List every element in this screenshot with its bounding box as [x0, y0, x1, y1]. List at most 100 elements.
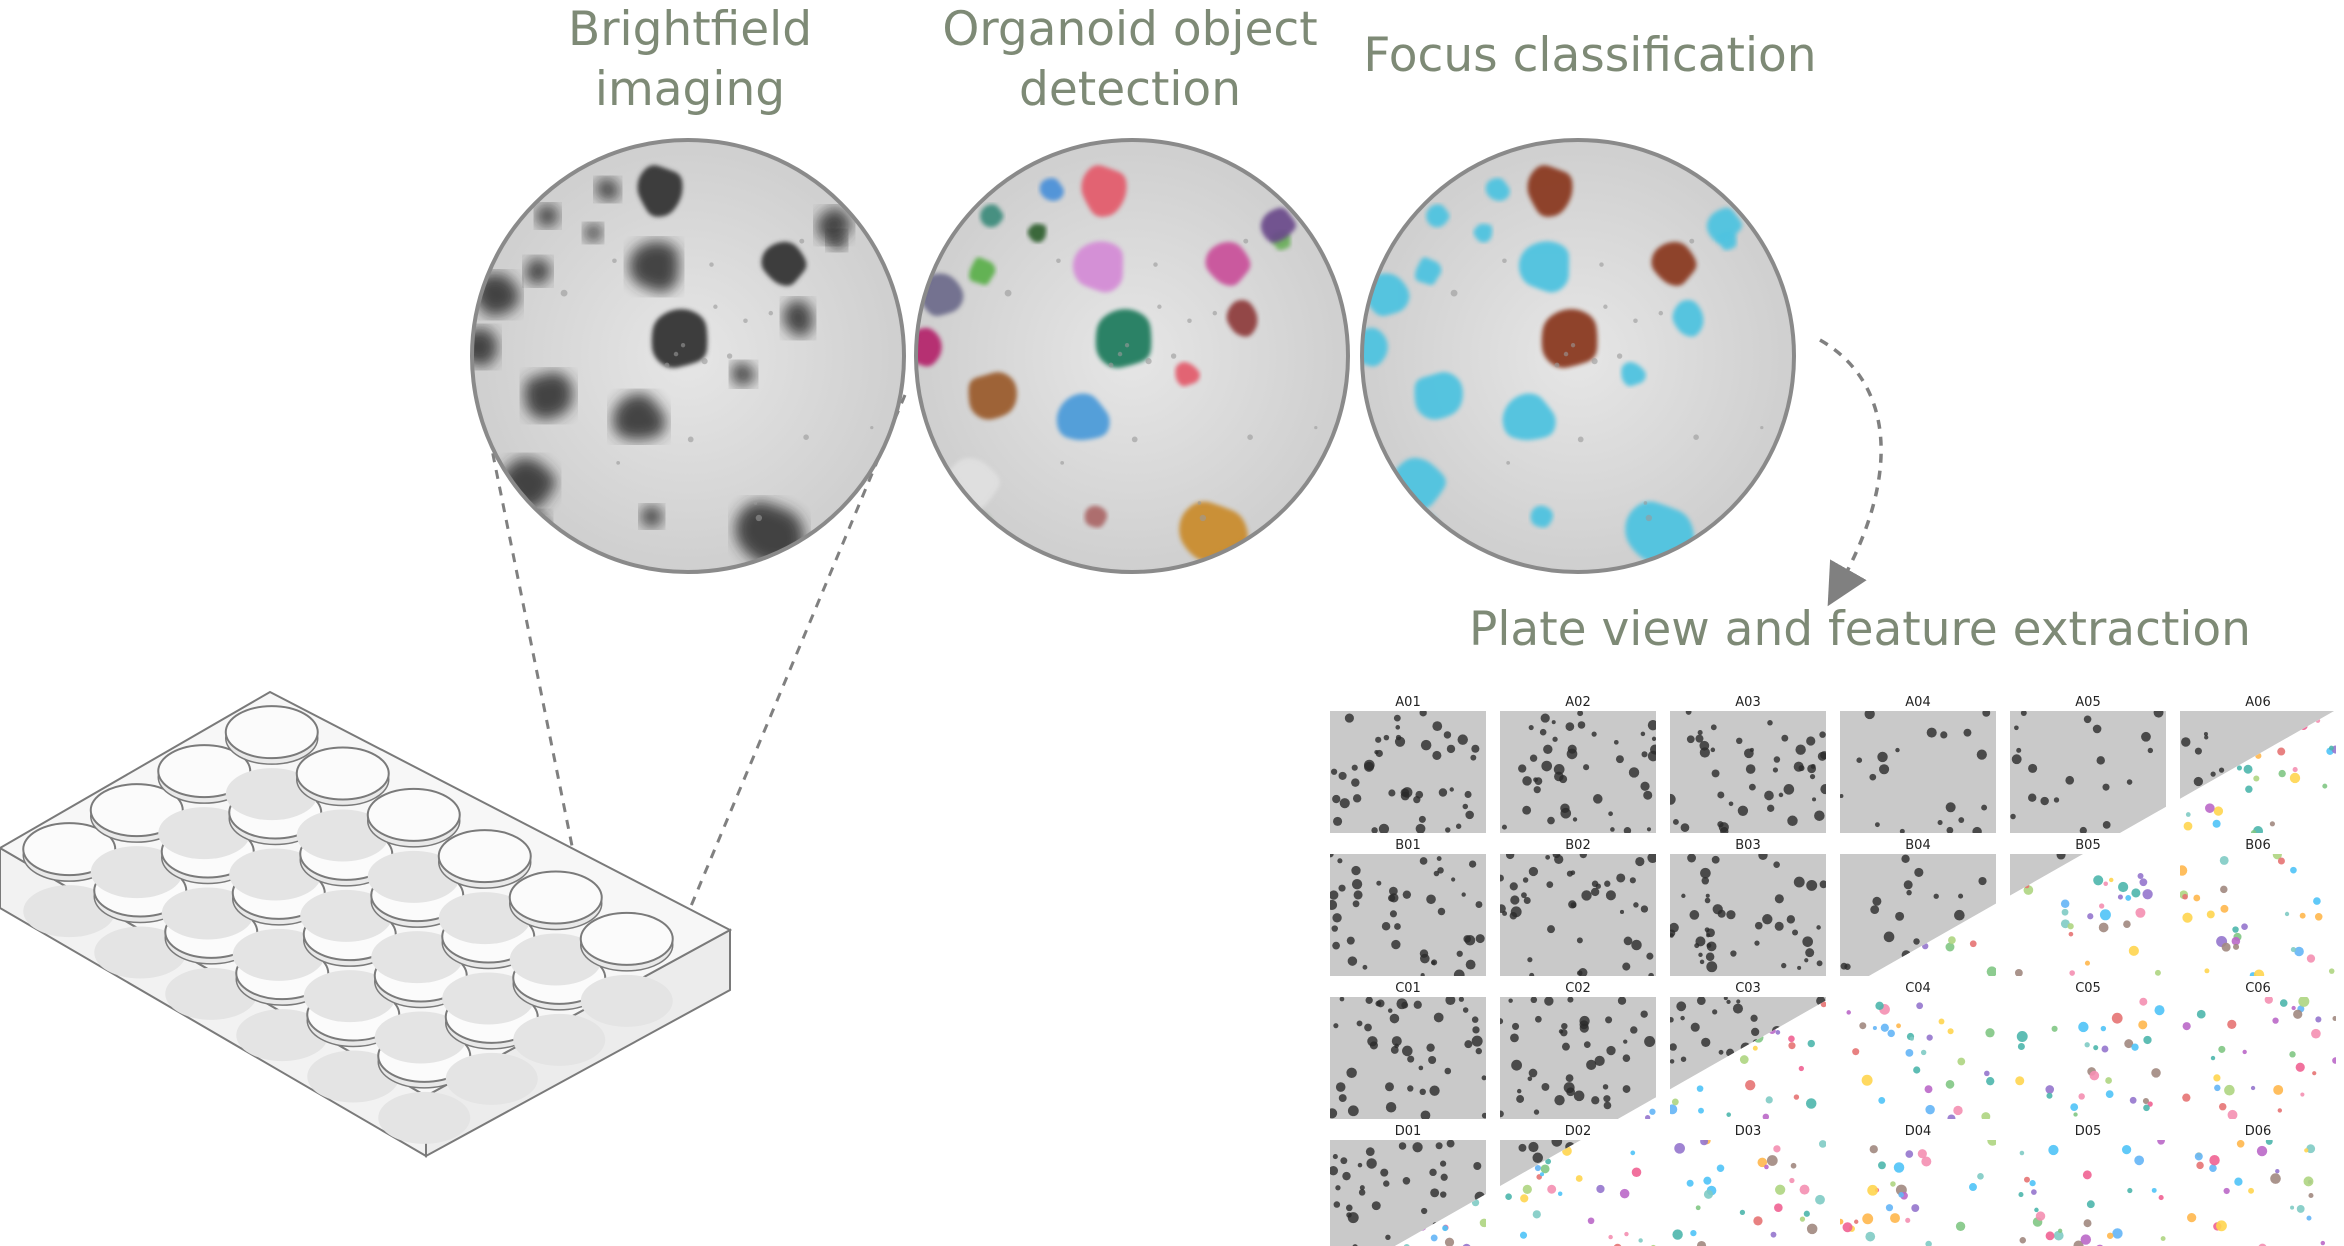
organoid-blob	[1260, 207, 1296, 243]
raw-organoid	[1359, 1185, 1365, 1191]
debris-speck	[1157, 304, 1162, 309]
well-tile-D05	[2010, 1140, 2166, 1246]
raw-organoid	[1680, 1015, 1685, 1021]
raw-organoid	[1783, 784, 1795, 795]
well-label-D03: D03	[1735, 1124, 1762, 1139]
segmented-organoid	[1534, 1164, 1542, 1172]
segmented-organoid	[2087, 913, 2094, 920]
debris-speck	[1117, 351, 1123, 357]
raw-organoid	[1333, 816, 1343, 826]
segmented-organoid	[2315, 1016, 2322, 1023]
raw-organoid	[1717, 791, 1725, 799]
segmented-organoid	[2219, 856, 2229, 865]
raw-organoid	[1573, 1090, 1585, 1102]
segmented-organoid	[2160, 1236, 2166, 1242]
organoid-blob	[1072, 241, 1123, 293]
raw-organoid	[1375, 749, 1383, 758]
well-label-C03: C03	[1735, 981, 1761, 996]
segmented-organoid	[2233, 943, 2240, 950]
organoid-blob	[1485, 178, 1510, 201]
zoom-line-left	[484, 419, 592, 936]
raw-organoid	[1643, 790, 1653, 800]
debris-speck	[1212, 310, 1218, 316]
raw-organoid	[1630, 1026, 1638, 1034]
segmented-organoid	[1545, 1158, 1552, 1165]
raw-organoid	[1640, 731, 1646, 737]
debris-speck	[1124, 342, 1130, 348]
raw-organoid	[1435, 1142, 1443, 1150]
raw-organoid	[1401, 1001, 1409, 1009]
raw-organoid	[1458, 997, 1464, 1002]
organoid-blob	[640, 505, 664, 528]
raw-organoid	[1415, 790, 1424, 799]
raw-organoid	[1856, 757, 1863, 764]
segmented-organoid	[2015, 1076, 2025, 1086]
well-shadow	[165, 967, 258, 1020]
raw-organoid	[1472, 1026, 1480, 1034]
segmented-bg	[2180, 1140, 2336, 1246]
raw-organoid	[1736, 999, 1741, 1004]
raw-organoid	[1395, 725, 1401, 730]
raw-organoid	[1804, 958, 1809, 963]
well-tile-A01	[1330, 711, 1486, 833]
segmented-organoid	[2019, 1150, 2025, 1156]
raw-organoid	[1527, 1076, 1533, 1082]
well-label-A06: A06	[2245, 695, 2270, 710]
segmented-organoid	[2314, 913, 2323, 921]
raw-organoid	[1545, 854, 1551, 860]
debris-speck	[1197, 501, 1202, 505]
segmented-organoid	[2277, 1108, 2283, 1113]
raw-organoid	[1681, 893, 1686, 899]
well-label-C01: C01	[1395, 981, 1421, 996]
plate-view-title-text: Plate view and feature extraction	[1469, 602, 2251, 657]
raw-organoid	[1418, 1065, 1424, 1071]
segmented-organoid	[2209, 1164, 2217, 1172]
raw-organoid	[1339, 798, 1350, 809]
organoid-blob	[1415, 257, 1442, 285]
raw-organoid	[1419, 949, 1429, 958]
raw-organoid	[1603, 1101, 1612, 1110]
segmented-organoid	[2248, 1187, 2255, 1194]
raw-organoid	[1344, 713, 1354, 723]
segmented-organoid	[2125, 894, 2132, 901]
raw-organoid	[1590, 887, 1600, 897]
segmented-organoid	[2253, 775, 2260, 782]
raw-organoid	[1711, 769, 1720, 778]
raw-organoid	[1704, 927, 1710, 933]
raw-organoid	[1764, 790, 1774, 801]
raw-organoid	[1532, 1152, 1543, 1164]
well-label-D04: D04	[1905, 1124, 1932, 1139]
raw-organoid	[1699, 959, 1705, 965]
raw-organoid	[1402, 890, 1412, 899]
segmented-organoid	[1916, 1002, 1924, 1010]
well-shadow	[225, 768, 318, 821]
raw-organoid	[1695, 734, 1704, 743]
segmented-organoid	[2250, 830, 2257, 833]
segmented-organoid	[1739, 1209, 1746, 1215]
well-shadow	[371, 931, 464, 984]
segmented-organoid	[2182, 1093, 2191, 1102]
segmented-organoid	[2098, 922, 2109, 933]
segmented-organoid	[1815, 1194, 1825, 1205]
segmented-organoid	[2068, 931, 2074, 937]
raw-organoid	[1420, 739, 1432, 751]
well-shadow	[90, 846, 183, 899]
focus-circle	[1362, 140, 1794, 572]
raw-organoid	[2141, 731, 2151, 742]
raw-organoid	[1419, 857, 1428, 865]
organoid-blob	[969, 257, 996, 285]
debris-speck	[616, 460, 621, 465]
well	[89, 783, 184, 838]
segmented-organoid	[1775, 1030, 1781, 1035]
raw-organoid	[1456, 950, 1463, 957]
segmented-organoid	[2151, 1187, 2157, 1193]
well	[366, 787, 461, 842]
well-tile-C02	[1500, 997, 1656, 1119]
raw-organoid	[1581, 890, 1592, 901]
segmented-organoid	[2118, 881, 2129, 893]
raw-organoid	[1566, 748, 1578, 760]
raw-organoid	[2126, 779, 2133, 785]
raw-organoid	[1981, 804, 1988, 811]
well-shadow	[23, 885, 116, 938]
raw-organoid	[1347, 1105, 1359, 1117]
